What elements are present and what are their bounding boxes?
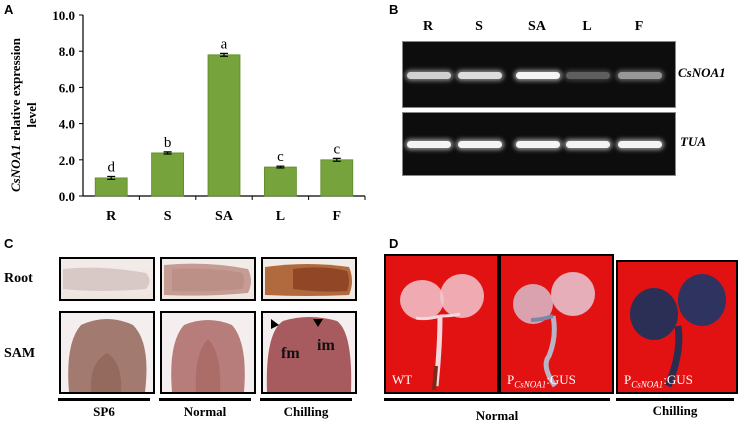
- gel-lane-label-sa: SA: [528, 19, 546, 34]
- y-axis-label: CsNOA1 relative expression: [8, 37, 23, 192]
- gus-chilling-underline: [616, 398, 734, 401]
- panel-label-c: C: [4, 236, 14, 251]
- y-tick-label: 4.0: [59, 117, 75, 132]
- panel-label-a: A: [4, 2, 14, 17]
- bar-l: [263, 166, 297, 197]
- bar-sa: [207, 54, 241, 197]
- fm-annotation: fm: [281, 345, 300, 362]
- gus-photo-normal: PCsNOA1:GUS: [499, 254, 614, 394]
- significance-letter: c: [333, 141, 340, 157]
- gel-bottom-gene-label: TUA: [680, 134, 706, 149]
- y-tick-label: 2.0: [59, 153, 75, 168]
- sam-normal-image: [160, 311, 256, 394]
- panel-label-b: B: [389, 2, 399, 17]
- gel-lane-label-r: R: [422, 19, 434, 34]
- chilling-underline: [260, 398, 352, 401]
- gus-group-normal: Normal: [475, 408, 519, 423]
- gel-band-bottom-sa: [516, 141, 560, 148]
- gel-band-top-r: [407, 72, 451, 79]
- gel-band-bottom-s: [458, 141, 502, 148]
- significance-letter: d: [107, 159, 115, 175]
- root-sp6-image: [59, 257, 155, 301]
- gel-band-top-sa: [516, 72, 560, 79]
- x-tick-label: SA: [215, 209, 234, 224]
- bar-r: [94, 177, 128, 197]
- significance-letter: b: [164, 135, 172, 151]
- x-tick-label: R: [106, 209, 117, 224]
- y-tick-label: 8.0: [59, 44, 75, 59]
- significance-letter: c: [277, 149, 284, 165]
- gel-band-bottom-r: [407, 141, 451, 148]
- gus-normal-underline: [384, 398, 610, 401]
- y-axis-label-line2: level: [24, 102, 39, 128]
- sam-sp6-image: [59, 311, 155, 394]
- normal-underline: [159, 398, 251, 401]
- gel-lane-label-s: S: [475, 19, 483, 34]
- y-tick-label: 6.0: [59, 80, 75, 95]
- gel-band-top-s: [458, 72, 502, 79]
- gus-label-wt: WT: [392, 372, 413, 387]
- sp6-underline: [58, 398, 150, 401]
- gel-band-bottom-l: [566, 141, 610, 148]
- y-tick-label: 0.0: [59, 189, 75, 204]
- gel-band-top-l: [566, 72, 610, 79]
- x-tick-label: F: [333, 209, 342, 224]
- gel-band-top-f: [618, 72, 662, 79]
- gus-label-chilling: PCsNOA1:GUS: [624, 372, 693, 390]
- root-chilling-image: [261, 257, 357, 301]
- gel-band-bottom-f: [618, 141, 662, 148]
- gus-group-chilling: Chilling: [652, 403, 698, 418]
- gus-photo-chilling: PCsNOA1:GUS: [616, 260, 738, 394]
- gel-top-gene-label: CsNOA1: [678, 65, 726, 80]
- significance-letter: a: [221, 36, 228, 52]
- gel-lane-label-f: F: [634, 19, 644, 34]
- y-tick-label: 10.0: [52, 8, 75, 23]
- gel-top: [402, 41, 676, 108]
- gus-label-normal: PCsNOA1:GUS: [507, 372, 576, 390]
- condition-label-sp6: SP6: [93, 404, 115, 419]
- root-normal-image: [160, 257, 256, 301]
- sam-chilling-image: fm im: [261, 311, 357, 394]
- expression-bar-chart: 0.0 2.0 4.0 6.0 8.0 10.0 R S SA L F d b a c c CsNOA1 r…: [8, 8, 366, 224]
- gel-bottom: [402, 112, 676, 176]
- gus-photo-wt: WT: [384, 254, 499, 394]
- row-label-sam: SAM: [4, 346, 36, 361]
- gel-lane-label-l: L: [582, 19, 592, 34]
- condition-label-normal: Normal: [183, 404, 227, 419]
- condition-label-chilling: Chilling: [283, 404, 329, 419]
- im-annotation: im: [317, 337, 335, 354]
- bar-f: [320, 159, 354, 197]
- panel-label-d: D: [389, 236, 399, 251]
- x-tick-label: S: [164, 209, 172, 224]
- row-label-root: Root: [4, 271, 33, 286]
- x-tick-label: L: [276, 209, 285, 224]
- bar-s: [151, 152, 185, 197]
